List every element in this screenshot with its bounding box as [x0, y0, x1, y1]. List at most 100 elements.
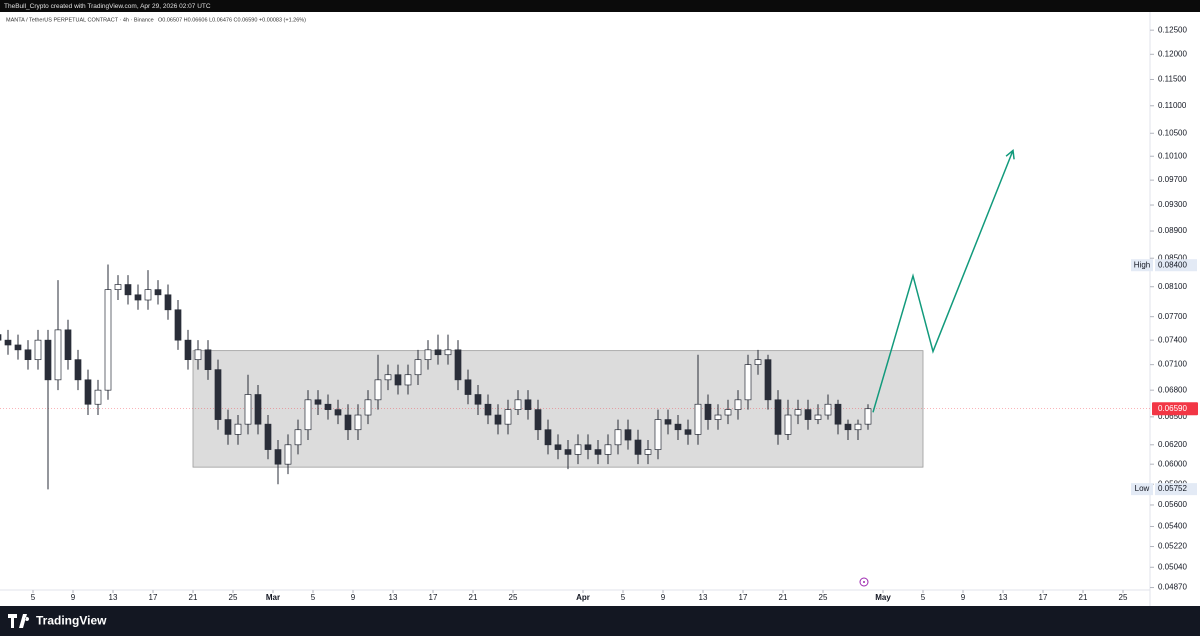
candle-body	[754, 359, 762, 365]
y-tick-label: 0.08100	[1158, 282, 1187, 291]
candle-body	[634, 439, 642, 455]
candle-body	[474, 394, 482, 405]
candle-body	[744, 364, 752, 401]
high-tag-bg	[1131, 259, 1153, 272]
arrow-head	[1005, 148, 1015, 160]
candle-body	[514, 399, 522, 410]
candle-body	[794, 409, 802, 416]
y-tick-label: 0.08500	[1158, 253, 1187, 262]
event-dot	[863, 581, 865, 583]
y-tick-label: 0.10100	[1158, 151, 1187, 160]
candle-body	[244, 394, 252, 425]
candle-body	[604, 444, 612, 455]
logo	[8, 614, 30, 628]
candle-body	[464, 379, 472, 395]
candle-body	[624, 429, 632, 441]
x-tick-label: 21	[1079, 593, 1088, 602]
y-tick-label: 0.05220	[1158, 542, 1187, 551]
y-tick-label: 0.06000	[1158, 459, 1187, 468]
candle-body	[344, 414, 352, 431]
y-tick-label: 0.06200	[1158, 440, 1187, 449]
x-tick-label: 25	[1119, 593, 1128, 602]
candle-body	[274, 449, 282, 465]
candle-body	[774, 399, 782, 435]
candle-body	[284, 444, 292, 465]
candle-body	[724, 409, 732, 416]
candle-body	[44, 339, 52, 381]
candle-body	[504, 409, 512, 425]
x-tick-label: 21	[779, 593, 788, 602]
candle-body	[374, 379, 382, 401]
candle-body	[384, 374, 392, 381]
low-value: 0.05752	[1158, 484, 1187, 493]
y-tick-label: 0.11500	[1158, 75, 1187, 84]
projection-path	[872, 150, 1014, 413]
candle-body	[694, 403, 702, 435]
y-tick-label: 0.09300	[1158, 200, 1187, 209]
y-tick-label: 0.10500	[1158, 128, 1187, 137]
candles	[0, 264, 872, 490]
y-tick-label: 0.12000	[1158, 49, 1187, 58]
candle-body	[854, 423, 862, 431]
event-marker[interactable]	[859, 577, 869, 587]
candle-body	[154, 289, 162, 296]
candle-body	[524, 399, 532, 410]
candle-body	[334, 409, 342, 416]
candle-body	[204, 349, 212, 371]
x-tick-label: 25	[229, 593, 238, 602]
candle-body	[644, 449, 652, 455]
candle-body	[94, 389, 102, 405]
candle-body	[414, 359, 422, 376]
candle-body	[14, 344, 22, 351]
x-tick-label: 5	[31, 593, 36, 602]
candle-body	[564, 449, 572, 455]
candle-body	[4, 339, 12, 346]
high-tag: High	[1134, 260, 1150, 269]
high-value-bg	[1155, 259, 1197, 272]
candle-body	[114, 284, 122, 290]
x-tick-label: 17	[739, 593, 748, 602]
x-tick-label: 13	[109, 593, 118, 602]
candle-body	[594, 449, 602, 455]
candle-body	[824, 403, 832, 416]
candle-body	[0, 334, 2, 341]
candle-body	[364, 399, 372, 416]
x-tick-label: 17	[149, 593, 158, 602]
x-tick-label: 5	[621, 593, 626, 602]
candle-body	[294, 429, 302, 446]
candle-body	[734, 399, 742, 410]
candle-body	[804, 409, 812, 420]
x-tick-label: Mar	[266, 593, 280, 602]
high-value: 0.08400	[1158, 260, 1187, 269]
candle-body	[64, 329, 72, 361]
y-tick-label: 0.11000	[1158, 101, 1187, 110]
x-tick-label: Apr	[576, 593, 590, 602]
candle-body	[404, 374, 412, 386]
candle-body	[194, 349, 202, 361]
candle-body	[144, 289, 152, 301]
candle-body	[54, 329, 62, 381]
candle-body	[394, 374, 402, 386]
candle-body	[834, 403, 842, 425]
low-tag: Low	[1135, 484, 1150, 493]
candle-body	[104, 289, 112, 391]
y-tick-label: 0.05600	[1158, 500, 1187, 509]
candle-body	[864, 408, 872, 425]
candle-body	[444, 349, 452, 356]
symbol: MANTA / TetherUS PERPETUAL CONTRACT · 4h…	[6, 17, 154, 23]
candle-body	[234, 423, 242, 435]
y-tick-label: 0.04870	[1158, 583, 1187, 592]
candle-body	[484, 403, 492, 416]
x-tick-label: 17	[429, 593, 438, 602]
candle-body	[84, 379, 92, 405]
candle-body	[324, 403, 332, 410]
candle-body	[654, 419, 662, 450]
candle-body	[24, 349, 32, 361]
x-tick-label: 21	[189, 593, 198, 602]
candle-body	[164, 294, 172, 311]
y-tick-label: 0.06800	[1158, 385, 1187, 394]
x-tick-label: 21	[469, 593, 478, 602]
candle-body	[674, 423, 682, 431]
brand: TradingView	[36, 614, 107, 628]
x-tick-label: 13	[999, 593, 1008, 602]
